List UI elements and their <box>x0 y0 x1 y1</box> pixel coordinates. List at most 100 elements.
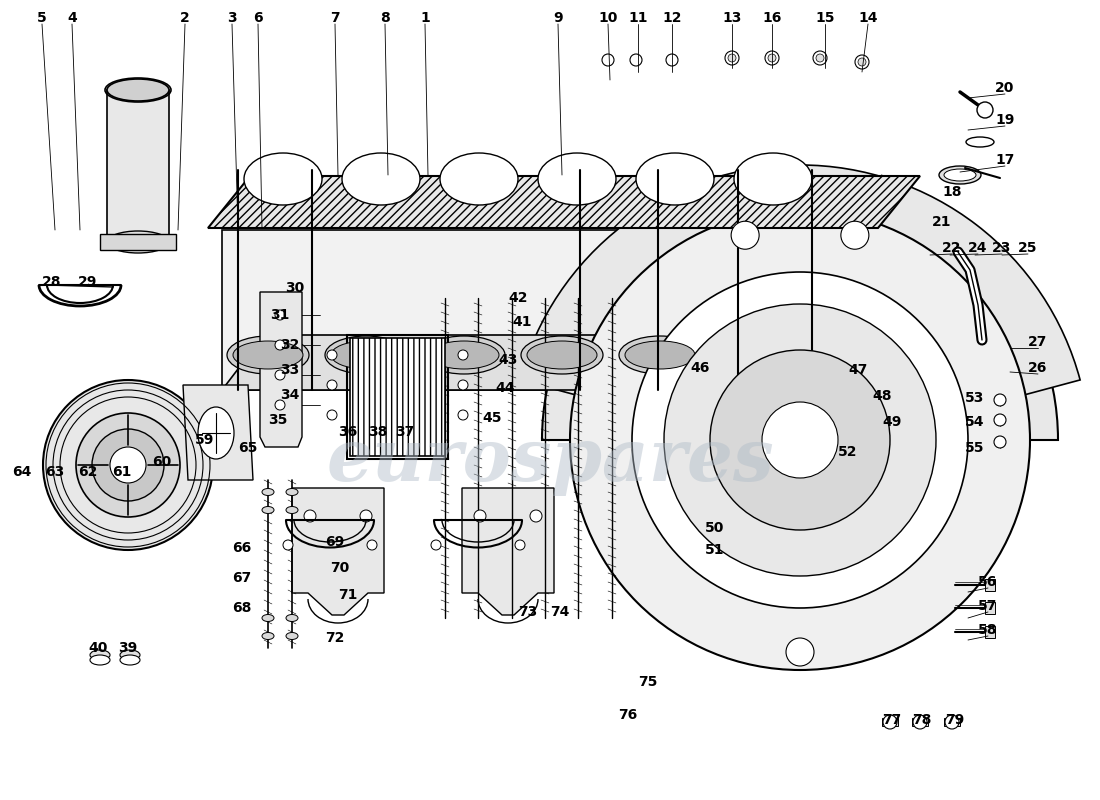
Text: 20: 20 <box>996 81 1014 95</box>
Text: 30: 30 <box>285 281 305 295</box>
Ellipse shape <box>619 336 701 374</box>
Text: 57: 57 <box>978 599 998 613</box>
Circle shape <box>275 310 285 320</box>
Circle shape <box>632 272 968 608</box>
Text: 36: 36 <box>339 425 358 439</box>
Text: 41: 41 <box>513 315 531 329</box>
Ellipse shape <box>734 153 812 205</box>
Ellipse shape <box>107 79 169 101</box>
Circle shape <box>764 51 779 65</box>
Circle shape <box>530 510 542 522</box>
Text: 50: 50 <box>705 521 725 535</box>
Ellipse shape <box>424 336 505 374</box>
Circle shape <box>92 429 164 501</box>
Circle shape <box>858 58 866 66</box>
Polygon shape <box>840 175 882 390</box>
Ellipse shape <box>286 614 298 622</box>
Circle shape <box>977 102 993 118</box>
Circle shape <box>883 715 896 729</box>
Ellipse shape <box>198 407 234 459</box>
Text: eurospares: eurospares <box>327 425 773 495</box>
Text: 29: 29 <box>78 275 98 289</box>
Text: 56: 56 <box>978 575 998 589</box>
Bar <box>912 718 928 726</box>
Circle shape <box>762 402 838 478</box>
Text: 21: 21 <box>933 215 952 229</box>
Text: 38: 38 <box>368 425 387 439</box>
Text: 15: 15 <box>815 11 835 25</box>
Ellipse shape <box>625 341 695 369</box>
Circle shape <box>275 400 285 410</box>
Bar <box>984 602 996 614</box>
Ellipse shape <box>331 341 402 369</box>
Circle shape <box>327 380 337 390</box>
Circle shape <box>664 304 936 576</box>
Text: 47: 47 <box>848 363 868 377</box>
Text: 65: 65 <box>239 441 257 455</box>
Text: 6: 6 <box>253 11 263 25</box>
Text: 74: 74 <box>550 605 570 619</box>
Circle shape <box>786 638 814 666</box>
Text: 66: 66 <box>232 541 252 555</box>
Bar <box>346 335 448 459</box>
Circle shape <box>840 222 869 250</box>
Text: 33: 33 <box>280 363 299 377</box>
Text: 23: 23 <box>992 241 1012 255</box>
Ellipse shape <box>324 336 407 374</box>
Ellipse shape <box>107 231 169 253</box>
Circle shape <box>994 414 1006 426</box>
Ellipse shape <box>286 489 298 495</box>
Ellipse shape <box>90 650 110 660</box>
Circle shape <box>458 410 468 420</box>
Ellipse shape <box>262 506 274 514</box>
Text: 12: 12 <box>662 11 682 25</box>
Text: 22: 22 <box>943 241 961 255</box>
Text: 59: 59 <box>196 433 214 447</box>
Ellipse shape <box>262 489 274 495</box>
Circle shape <box>43 380 213 550</box>
Text: 78: 78 <box>912 713 932 727</box>
Text: 13: 13 <box>723 11 741 25</box>
Text: 32: 32 <box>280 338 299 352</box>
Text: 64: 64 <box>12 465 32 479</box>
Text: 45: 45 <box>482 411 502 425</box>
Circle shape <box>994 436 1006 448</box>
Text: 39: 39 <box>119 641 138 655</box>
Text: 67: 67 <box>232 571 252 585</box>
Ellipse shape <box>342 153 420 205</box>
Circle shape <box>816 54 824 62</box>
Polygon shape <box>462 488 554 615</box>
Ellipse shape <box>262 633 274 639</box>
Ellipse shape <box>527 341 597 369</box>
Ellipse shape <box>262 614 274 622</box>
Text: 14: 14 <box>858 11 878 25</box>
Text: 75: 75 <box>638 675 658 689</box>
Text: 62: 62 <box>78 465 98 479</box>
Circle shape <box>360 510 372 522</box>
Circle shape <box>367 540 377 550</box>
Circle shape <box>855 55 869 69</box>
Text: 51: 51 <box>705 543 725 557</box>
Circle shape <box>275 370 285 380</box>
Text: 18: 18 <box>943 185 961 199</box>
Text: 7: 7 <box>330 11 340 25</box>
Text: 16: 16 <box>762 11 782 25</box>
Text: 34: 34 <box>280 388 299 402</box>
Text: 55: 55 <box>966 441 984 455</box>
Ellipse shape <box>233 341 302 369</box>
Text: 42: 42 <box>508 291 528 305</box>
Circle shape <box>666 54 678 66</box>
Polygon shape <box>222 230 840 390</box>
Text: 31: 31 <box>271 308 289 322</box>
Text: 49: 49 <box>882 415 902 429</box>
Circle shape <box>283 540 293 550</box>
Bar <box>350 338 446 456</box>
Circle shape <box>327 350 337 360</box>
Text: 3: 3 <box>228 11 236 25</box>
Ellipse shape <box>286 633 298 639</box>
Text: 43: 43 <box>498 353 518 367</box>
Text: 19: 19 <box>996 113 1014 127</box>
Text: 25: 25 <box>1019 241 1037 255</box>
Text: 4: 4 <box>67 11 77 25</box>
Bar <box>984 626 996 638</box>
